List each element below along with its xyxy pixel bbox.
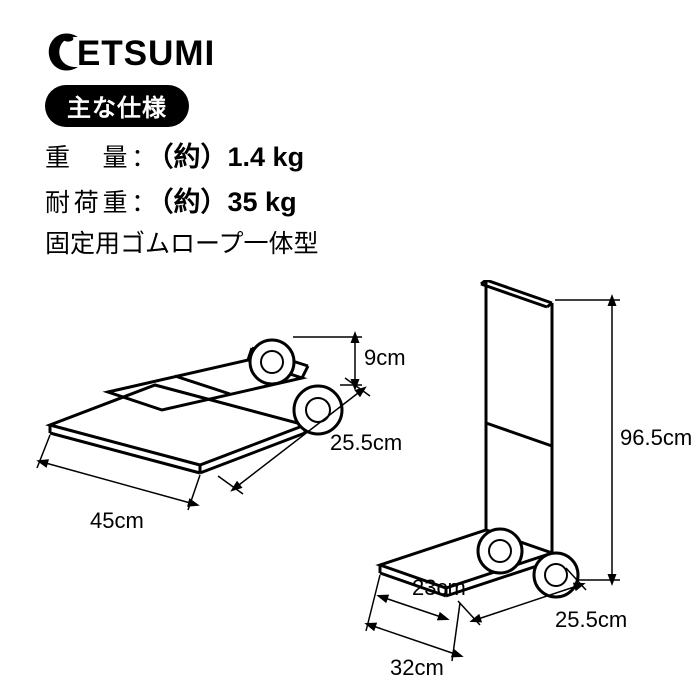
spec-weight: 重 量：（約）1.4 kg [45,135,319,180]
brand-text: ETSUMI [77,34,215,73]
dim-open-height: 96.5cm [620,425,692,450]
brand-logo: ETSUMI [40,30,230,84]
folded-cart-diagram: 9cm 25.5cm 45cm [37,337,406,533]
dim-folded-width: 45cm [90,508,144,533]
open-cart-diagram: 96.5cm 25.5cm 23cm 32cm [366,280,692,680]
dim-open-inner-width: 23cm [412,575,466,600]
spec-weight-label: 重 量： [45,144,160,172]
dim-folded-height: 9cm [364,345,406,370]
spec-list: 重 量：（約）1.4 kg 耐荷重：（約）35 kg 固定用ゴムロープ一体型 [45,135,319,265]
spec-load: 耐荷重：（約）35 kg [45,180,319,225]
dim-open-width: 32cm [390,655,444,680]
spec-load-label: 耐荷重： [45,189,160,217]
spec-heading-badge: 主な仕様 [45,85,189,127]
spec-load-value: （約）35 kg [160,187,297,217]
spec-rope-text: 固定用ゴムロープ一体型 [45,230,319,258]
spec-rope: 固定用ゴムロープ一体型 [45,224,319,265]
dim-open-depth: 25.5cm [555,607,627,632]
dimension-diagrams: 9cm 25.5cm 45cm [0,280,700,680]
dim-folded-depth: 25.5cm [330,430,402,455]
spec-weight-value: （約）1.4 kg [160,142,304,172]
